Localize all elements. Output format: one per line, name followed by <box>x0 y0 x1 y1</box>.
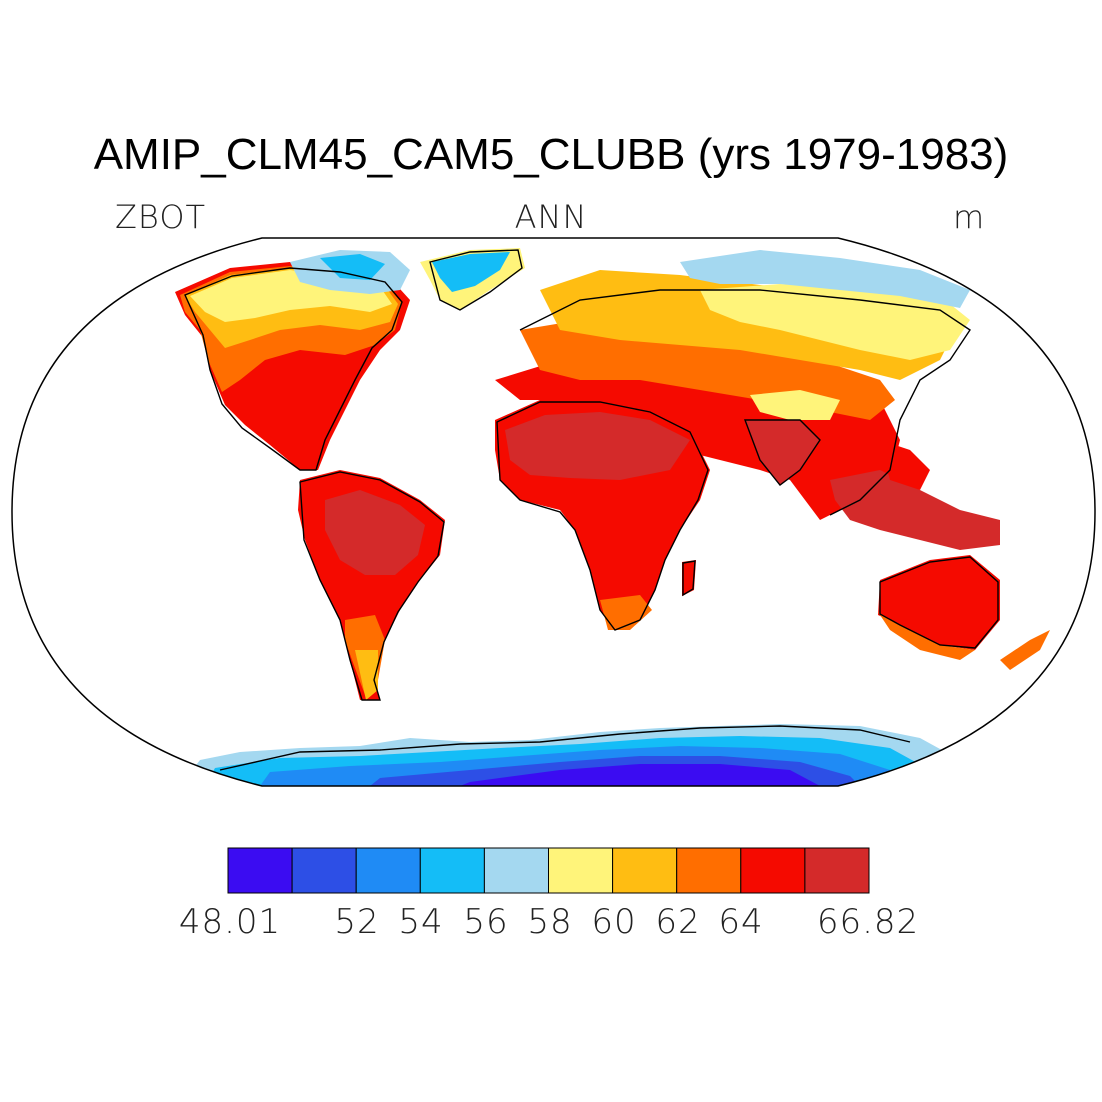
colorbar-tick-label: 60 <box>591 902 637 942</box>
colorbar-tick-label: 62 <box>655 902 701 942</box>
maritime-continent <box>830 470 1000 550</box>
tibet <box>750 390 840 420</box>
australia <box>878 555 1000 650</box>
australia-south <box>878 612 975 660</box>
colorbar-tick-label: 48.01 <box>178 902 282 942</box>
colorbar-box <box>612 847 678 894</box>
colorbar-box <box>483 847 549 894</box>
sahara <box>505 412 690 480</box>
variable-label: ZBOT <box>115 198 207 236</box>
greenland-ice <box>432 252 510 292</box>
colorbar-box <box>676 847 742 894</box>
south-america-core <box>325 490 425 575</box>
maritime-continent-edge <box>880 440 930 490</box>
colorbar <box>227 847 870 894</box>
arctic-islands-inner <box>320 254 385 280</box>
india <box>745 420 820 485</box>
season-label: ANN <box>514 198 588 236</box>
field-layer <box>175 248 1050 786</box>
coastlines <box>184 249 999 771</box>
siberia-north <box>680 250 970 308</box>
globe-outline <box>11 237 1096 787</box>
colorbar-tick-label: 52 <box>334 902 380 942</box>
units-label: m <box>953 198 986 236</box>
colorbar-box <box>227 847 293 894</box>
colorbar-box <box>355 847 421 894</box>
colorbar-box <box>548 847 614 894</box>
patagonia <box>355 650 378 700</box>
colorbar-tick-label: 58 <box>527 902 573 942</box>
south-africa <box>600 595 652 630</box>
colorbar-box <box>740 847 806 894</box>
colorbar-box <box>804 847 870 894</box>
colorbar-tick-label: 64 <box>718 902 764 942</box>
colorbar-tick-label: 66.82 <box>816 902 920 942</box>
colorbar-tick-label: 54 <box>398 902 444 942</box>
siberia-yellow <box>700 284 970 360</box>
antarctica-plateau <box>460 764 820 786</box>
map-title: AMIP_CLM45_CAM5_CLUBB (yrs 1979-1983) <box>93 130 1009 179</box>
colorbar-tick-label: 56 <box>463 902 509 942</box>
colorbar-box <box>291 847 357 894</box>
colorbar-box <box>419 847 485 894</box>
new-zealand <box>1000 630 1050 670</box>
